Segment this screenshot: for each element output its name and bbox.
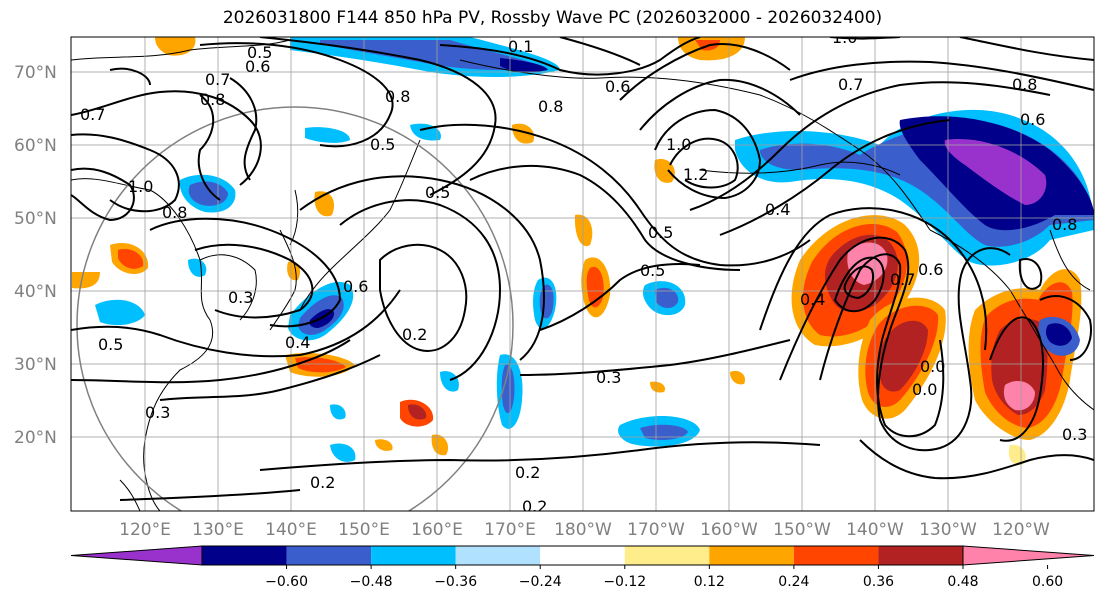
lat-label: 20°N <box>14 428 57 448</box>
reference-circle <box>76 106 514 511</box>
contour-label: 0.3 <box>228 288 253 307</box>
contour-label: 1.0 <box>666 135 691 154</box>
lat-label: 60°N <box>14 136 57 156</box>
pv-shading <box>72 37 1094 466</box>
lon-label: 150°E <box>338 520 390 540</box>
contour-label: 0.8 <box>200 90 225 109</box>
contour-label: 1.0 <box>832 28 857 47</box>
contour-label: 0.3 <box>596 368 621 387</box>
contour-label: 0.3 <box>145 403 170 422</box>
colorbar-tick-label: 0.36 <box>863 574 894 590</box>
contour-label: 0.8 <box>385 87 410 106</box>
contour-label: 0.5 <box>425 183 450 202</box>
contour-label: 1.2 <box>683 165 708 184</box>
lon-label: 160°W <box>700 520 758 540</box>
colorbar-segment <box>878 546 963 565</box>
contour-label: 0.6 <box>605 77 630 96</box>
contour-label: 0.4 <box>765 200 790 219</box>
contour-label: 0.5 <box>640 261 665 280</box>
contour-label: 0.4 <box>285 333 310 352</box>
contour-label: 0.8 <box>1052 215 1077 234</box>
contour-label: 0.6 <box>1020 110 1045 129</box>
contour-label: 0.2 <box>522 497 547 516</box>
contour-label: 0.1 <box>508 37 533 56</box>
map-area: 0.5 0.6 0.7 0.8 0.1 0.6 0.8 1.0 0.8 0.7 … <box>71 28 1094 516</box>
contour-label: 1.0 <box>128 177 153 196</box>
colorbar: −0.60 −0.48 −0.36 −0.24 −0.12 0.12 0.24 0.36 0.4… <box>70 545 1095 590</box>
lon-label: 170°W <box>627 520 685 540</box>
colorbar-tick-label: −0.60 <box>265 574 308 590</box>
contour-label: 0.6 <box>245 57 270 76</box>
colorbar-tick-label: 0.48 <box>947 574 978 590</box>
colorbar-segment <box>624 546 710 565</box>
colorbar-tick-label: −0.36 <box>434 574 477 590</box>
contour-label: 0.8 <box>538 97 563 116</box>
contour-labels: 0.5 0.6 0.7 0.8 0.1 0.6 0.8 1.0 0.8 0.7 … <box>80 28 1087 516</box>
contour-label: 0.8 <box>162 203 187 222</box>
map-title: 2026031800 F144 850 hPa PV, Rossby Wave … <box>222 8 883 28</box>
colorbar-segment <box>793 546 879 565</box>
lon-label: 140°E <box>265 520 317 540</box>
lon-label: 170°E <box>484 520 536 540</box>
contour-label: 0.2 <box>310 473 335 492</box>
lon-label: 150°W <box>773 520 831 540</box>
lon-label: 140°W <box>846 520 904 540</box>
lon-label: 120°W <box>992 520 1050 540</box>
lon-label: 130°E <box>192 520 244 540</box>
contour-label: 0.0 <box>920 357 945 376</box>
colorbar-extend-min <box>70 545 203 566</box>
colorbar-extend-max <box>962 545 1095 566</box>
contour-label: 0.5 <box>247 43 272 62</box>
lat-label: 70°N <box>14 63 57 83</box>
lon-label: 180°W <box>554 520 612 540</box>
colorbar-tick-label: −0.12 <box>603 574 646 590</box>
lon-label: 160°E <box>411 520 463 540</box>
colorbar-tick-label: −0.48 <box>350 574 393 590</box>
longitude-labels: 120°E 130°E 140°E 150°E 160°E 170°E 180°… <box>119 520 1050 540</box>
colorbar-segment <box>540 546 625 565</box>
contour-label: 0.5 <box>648 223 673 242</box>
contour-label: 0.0 <box>912 380 937 399</box>
lat-label: 50°N <box>14 209 57 229</box>
colorbar-segment <box>709 546 794 565</box>
contour-label: 0.3 <box>1062 425 1087 444</box>
colorbar-tick-label: 0.12 <box>694 574 725 590</box>
contour-label: 0.8 <box>1012 75 1037 94</box>
contour-label: 0.4 <box>800 290 825 309</box>
map-frame <box>70 36 1095 512</box>
colorbar-tick-label: 0.60 <box>1032 574 1063 590</box>
contour-label: 0.7 <box>205 70 230 89</box>
contour-label: 0.7 <box>890 270 915 289</box>
contour-label: 0.5 <box>98 335 123 354</box>
colorbar-segment <box>371 546 456 565</box>
colorbar-segment <box>286 546 372 565</box>
colorbar-segment <box>202 546 287 565</box>
lat-label: 30°N <box>14 355 57 375</box>
contour-label: 0.6 <box>918 260 943 279</box>
lat-label: 40°N <box>14 282 57 302</box>
contour-label: 0.7 <box>80 105 105 124</box>
contour-label: 0.2 <box>402 325 427 344</box>
colorbar-tick-label: 0.24 <box>778 574 809 590</box>
latitude-labels: 70°N 60°N 50°N 40°N 30°N 20°N <box>14 63 57 448</box>
contour-label: 0.5 <box>370 135 395 154</box>
lon-label: 120°E <box>119 520 171 540</box>
contour-label: 0.6 <box>343 277 368 296</box>
colorbar-segment <box>455 546 541 565</box>
lon-label: 130°W <box>919 520 977 540</box>
colorbar-tick-label: −0.24 <box>519 574 562 590</box>
contour-label: 0.2 <box>515 463 540 482</box>
pv-contours <box>71 37 1094 501</box>
contour-label: 0.7 <box>838 75 863 94</box>
